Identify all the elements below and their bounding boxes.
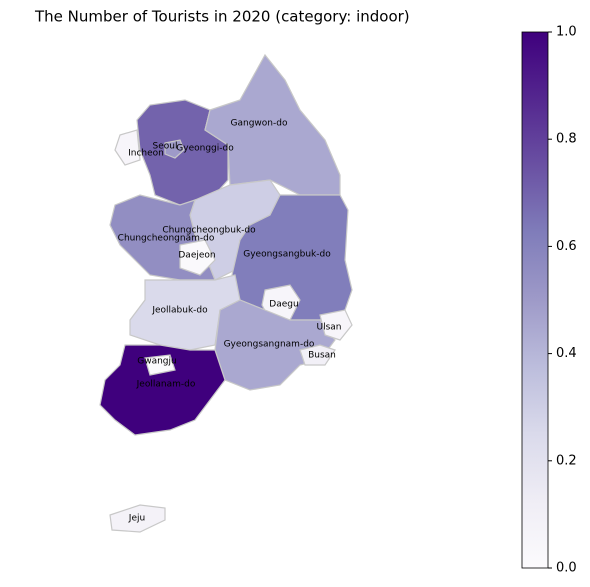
region xyxy=(179,239,216,276)
region xyxy=(164,139,185,159)
region-label: Gwangju xyxy=(137,357,176,367)
region xyxy=(136,99,229,206)
map-title: The Number of Tourists in 2020 (category… xyxy=(34,8,410,26)
region xyxy=(144,354,176,376)
region-label: Incheon xyxy=(128,149,164,159)
region-label: Gyeongsangnam-do xyxy=(224,340,315,350)
region xyxy=(114,129,141,166)
region xyxy=(319,309,353,341)
region-label: Jeollabuk-do xyxy=(151,306,208,316)
region-label: Gyeonggi-do xyxy=(176,144,234,154)
region-label: Busan xyxy=(308,351,336,361)
colorbar-tick-label: 0.4 xyxy=(556,346,577,361)
region xyxy=(204,53,341,196)
region-label: Gangwon-do xyxy=(231,119,288,129)
colorbar xyxy=(521,31,549,569)
region xyxy=(129,274,241,351)
colorbar-tick-label: 1.0 xyxy=(556,25,577,40)
region-label: Chungcheongnam-do xyxy=(118,234,215,244)
region xyxy=(299,344,336,366)
region-label: Daegu xyxy=(269,300,298,310)
region-label: Jeju xyxy=(128,514,145,524)
colorbar-tick-label: 0.8 xyxy=(556,132,577,147)
region-label: Ulsan xyxy=(317,323,342,333)
region-label: Chungcheongbuk-do xyxy=(162,226,256,236)
colorbar-tick-label: 0.0 xyxy=(556,561,577,576)
region-label: Gyeongsangbuk-do xyxy=(243,250,331,260)
colorbar-tick-label: 0.6 xyxy=(556,239,577,254)
region-label: Jeollanam-do xyxy=(136,380,196,390)
region xyxy=(109,504,166,533)
colorbar-tick-label: 0.2 xyxy=(556,453,577,468)
region-label: Seoul xyxy=(153,142,178,152)
region xyxy=(99,344,226,436)
region-label: Daejeon xyxy=(178,251,215,261)
